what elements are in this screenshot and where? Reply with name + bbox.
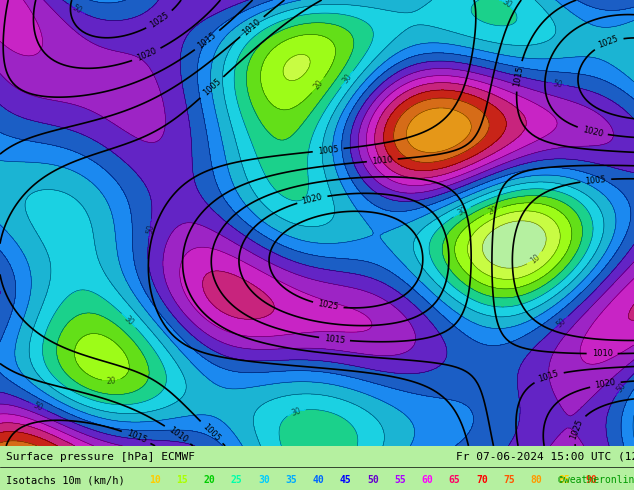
Text: 1010: 1010 <box>241 17 263 37</box>
Text: 50: 50 <box>615 381 628 394</box>
Text: 1010: 1010 <box>167 425 189 444</box>
Text: 1025: 1025 <box>148 11 171 30</box>
Text: 90: 90 <box>585 475 597 485</box>
Text: 85: 85 <box>558 475 570 485</box>
Text: 1015: 1015 <box>196 30 218 50</box>
Text: 1005: 1005 <box>201 77 223 98</box>
Text: 30: 30 <box>340 72 354 85</box>
Text: 20: 20 <box>487 205 499 217</box>
Text: 50: 50 <box>554 316 567 329</box>
Text: 30: 30 <box>122 314 135 327</box>
Text: 10: 10 <box>529 252 542 265</box>
Text: 10: 10 <box>149 475 161 485</box>
Text: 25: 25 <box>231 475 243 485</box>
Text: 1020: 1020 <box>301 193 323 206</box>
Text: 15: 15 <box>176 475 188 485</box>
Text: 30: 30 <box>455 205 469 218</box>
Text: 30: 30 <box>500 0 513 10</box>
Text: 1020: 1020 <box>135 47 158 63</box>
Text: 1020: 1020 <box>594 378 616 391</box>
Text: 50: 50 <box>70 3 83 16</box>
Text: 1025: 1025 <box>597 34 620 50</box>
Text: 1005: 1005 <box>585 175 607 186</box>
Text: 1005: 1005 <box>317 145 339 156</box>
Text: 1015: 1015 <box>512 65 525 87</box>
Text: 1015: 1015 <box>323 334 346 345</box>
Text: 50: 50 <box>552 79 563 89</box>
Text: 50: 50 <box>32 400 44 413</box>
Text: 30: 30 <box>290 406 302 417</box>
Text: 1010: 1010 <box>372 155 393 166</box>
Text: 20: 20 <box>107 376 117 386</box>
Text: 1010: 1010 <box>592 349 612 358</box>
Text: Fr 07-06-2024 15:00 UTC (12+2⁻): Fr 07-06-2024 15:00 UTC (12+2⁻) <box>456 452 634 462</box>
Text: 1005: 1005 <box>201 422 222 443</box>
Text: 55: 55 <box>394 475 406 485</box>
Text: 35: 35 <box>285 475 297 485</box>
Text: 1020: 1020 <box>581 125 604 138</box>
Text: Surface pressure [hPa] ECMWF: Surface pressure [hPa] ECMWF <box>6 452 195 462</box>
Text: 45: 45 <box>340 475 352 485</box>
Text: 30: 30 <box>258 475 270 485</box>
Text: 50: 50 <box>367 475 379 485</box>
Text: 1025: 1025 <box>317 299 339 312</box>
Text: 1025: 1025 <box>569 417 585 441</box>
Text: 70: 70 <box>476 475 488 485</box>
Text: 20: 20 <box>312 78 325 92</box>
Text: 1015: 1015 <box>125 429 148 445</box>
Text: Isotachs 10m (km/h): Isotachs 10m (km/h) <box>6 475 125 485</box>
Text: 60: 60 <box>422 475 434 485</box>
Text: 1015: 1015 <box>537 369 560 384</box>
Text: 80: 80 <box>531 475 543 485</box>
Text: ©weatheronline.co.uk: ©weatheronline.co.uk <box>558 475 634 485</box>
Text: 75: 75 <box>503 475 515 485</box>
Text: 50: 50 <box>145 223 155 234</box>
Text: 65: 65 <box>449 475 461 485</box>
Text: 40: 40 <box>313 475 325 485</box>
Text: 20: 20 <box>204 475 216 485</box>
